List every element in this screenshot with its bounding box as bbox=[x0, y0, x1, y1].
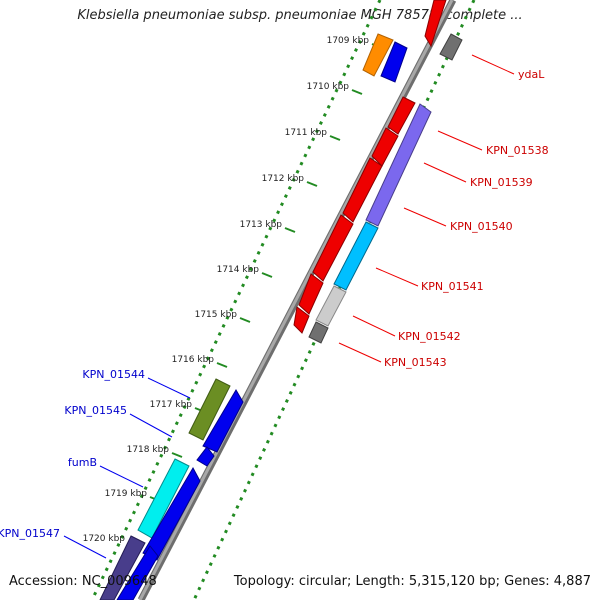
outer-dotted-axis bbox=[90, 0, 382, 600]
tick-mark bbox=[216, 362, 228, 368]
reverse-genes bbox=[293, 0, 463, 344]
tick-label: 1720 kbp bbox=[83, 534, 126, 544]
topology-label: Topology: circular; Length: 5,315,120 bp… bbox=[233, 574, 591, 589]
left-gene-labels: KPN_01544 KPN_01545 fumB KPN_01547 bbox=[0, 368, 145, 540]
tick-mark bbox=[329, 135, 341, 141]
gene-red-top[interactable] bbox=[424, 0, 447, 48]
gene-gray-top[interactable] bbox=[439, 33, 463, 61]
gene-label-left[interactable]: KPN_01544 bbox=[82, 368, 145, 381]
tick-label: 1713 kbp bbox=[240, 220, 283, 230]
tick-label: 1716 kbp bbox=[172, 355, 215, 365]
tick-mark bbox=[171, 452, 183, 458]
tick-group: 1709 kbp 1710 kbp 1711 kbp 1712 kbp 1713 kbp… bbox=[83, 36, 383, 547]
tick-mark bbox=[261, 272, 273, 278]
gene-red-3[interactable] bbox=[342, 157, 383, 223]
gene-red-4[interactable] bbox=[312, 214, 354, 282]
gene-olive[interactable] bbox=[188, 378, 231, 441]
tick-label: 1717 kbp bbox=[150, 400, 193, 410]
gene-orange[interactable] bbox=[362, 33, 394, 77]
gene-red-1[interactable] bbox=[387, 96, 416, 135]
map-title: Klebsiella pneumoniae subsp. pneumoniae … bbox=[77, 8, 523, 23]
gene-blue-small[interactable] bbox=[196, 446, 215, 467]
gene-slate[interactable] bbox=[365, 103, 432, 227]
tick-label: 1711 kbp bbox=[285, 128, 328, 138]
tick-label: 1718 kbp bbox=[127, 445, 170, 455]
tick-label: 1719 kbp bbox=[105, 489, 148, 499]
gene-blue-3[interactable] bbox=[116, 545, 159, 600]
inner-dotted-axis bbox=[192, 0, 476, 600]
tick-mark bbox=[284, 227, 296, 233]
gene-blue-1[interactable] bbox=[202, 389, 244, 453]
gene-label-left[interactable]: KPN_01547 bbox=[0, 527, 60, 540]
forward-genes bbox=[99, 33, 408, 600]
gene-label-right[interactable]: KPN_01541 bbox=[421, 280, 484, 293]
gene-red-6[interactable] bbox=[293, 306, 310, 334]
accession-label: Accession: NC_009648 bbox=[9, 574, 157, 589]
left-leaders bbox=[63, 377, 191, 559]
tick-label: 1712 kbp bbox=[262, 174, 305, 184]
tick-mark bbox=[306, 181, 318, 187]
gene-label-right[interactable]: KPN_01538 bbox=[486, 144, 549, 157]
gene-darkslate[interactable] bbox=[99, 535, 146, 600]
right-leaders bbox=[338, 54, 515, 363]
gene-label-right[interactable]: KPN_01543 bbox=[384, 356, 447, 369]
tick-label: 1709 kbp bbox=[327, 36, 370, 46]
gene-label-left[interactable]: fumB bbox=[68, 456, 97, 469]
gene-label-left[interactable]: KPN_01545 bbox=[64, 404, 127, 417]
gene-blue-2[interactable] bbox=[142, 466, 201, 561]
gene-label-right[interactable]: ydaL bbox=[518, 68, 545, 81]
tick-label: 1715 kbp bbox=[195, 310, 238, 320]
gene-skyblue[interactable] bbox=[333, 221, 379, 291]
gene-blue-top[interactable] bbox=[380, 41, 408, 83]
tick-label: 1714 kbp bbox=[217, 265, 260, 275]
gene-red-5[interactable] bbox=[298, 273, 324, 315]
gene-lightgray[interactable] bbox=[315, 285, 347, 327]
gene-darkgray[interactable] bbox=[308, 321, 329, 344]
gene-label-right[interactable]: KPN_01542 bbox=[398, 330, 461, 343]
tick-label: 1710 kbp bbox=[307, 82, 350, 92]
gene-label-right[interactable]: KPN_01540 bbox=[450, 220, 513, 233]
gene-label-right[interactable]: KPN_01539 bbox=[470, 176, 533, 189]
tick-mark bbox=[239, 317, 251, 323]
tick-mark bbox=[351, 89, 363, 95]
backbone bbox=[138, 0, 454, 600]
right-gene-labels: ydaL KPN_01538 KPN_01539 KPN_01540 KPN_01541… bbox=[384, 68, 549, 369]
